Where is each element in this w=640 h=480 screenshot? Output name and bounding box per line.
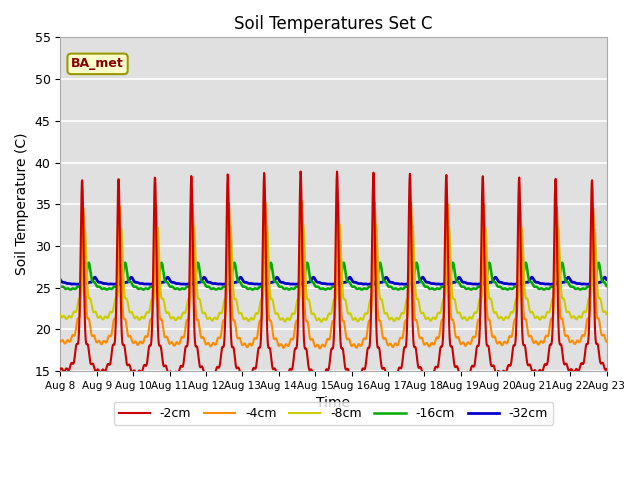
- Y-axis label: Soil Temperature (C): Soil Temperature (C): [15, 133, 29, 276]
- -32cm: [419, 275, 427, 280]
- -16cm: [603, 283, 611, 289]
- -16cm: [418, 279, 426, 285]
- -8cm: [178, 313, 186, 319]
- -4cm: [490, 334, 498, 339]
- -32cm: [179, 281, 186, 287]
- -8cm: [419, 310, 427, 315]
- -4cm: [603, 339, 611, 345]
- -32cm: [182, 281, 190, 287]
- -8cm: [164, 310, 172, 315]
- -4cm: [316, 346, 324, 351]
- Line: -8cm: -8cm: [60, 224, 607, 322]
- -16cm: [164, 281, 172, 287]
- -16cm: [56, 283, 64, 289]
- -32cm: [603, 276, 611, 282]
- -4cm: [298, 198, 305, 204]
- -2cm: [419, 371, 427, 377]
- Legend: -2cm, -4cm, -8cm, -16cm, -32cm: -2cm, -4cm, -8cm, -16cm, -32cm: [114, 402, 553, 425]
- -8cm: [317, 319, 325, 325]
- -4cm: [419, 337, 427, 343]
- -2cm: [315, 376, 323, 382]
- -16cm: [178, 286, 186, 291]
- -8cm: [603, 312, 611, 317]
- -4cm: [56, 339, 64, 345]
- -4cm: [539, 339, 547, 345]
- -2cm: [164, 370, 172, 376]
- -16cm: [540, 287, 548, 292]
- -2cm: [490, 364, 498, 370]
- -4cm: [164, 339, 172, 345]
- -32cm: [165, 276, 173, 281]
- -16cm: [239, 284, 246, 289]
- -2cm: [239, 371, 246, 377]
- -4cm: [239, 342, 246, 348]
- Line: -16cm: -16cm: [60, 263, 607, 289]
- -2cm: [539, 369, 547, 374]
- Title: Soil Temperatures Set C: Soil Temperatures Set C: [234, 15, 433, 33]
- -2cm: [297, 168, 305, 174]
- -8cm: [490, 310, 498, 316]
- Line: -4cm: -4cm: [60, 201, 607, 348]
- Line: -32cm: -32cm: [60, 277, 607, 284]
- -16cm: [490, 279, 497, 285]
- -8cm: [239, 315, 246, 321]
- -32cm: [164, 275, 172, 280]
- -2cm: [178, 363, 186, 369]
- -8cm: [56, 312, 64, 317]
- -4cm: [178, 334, 186, 340]
- -32cm: [240, 279, 248, 285]
- X-axis label: Time: Time: [316, 396, 351, 410]
- -2cm: [603, 366, 611, 372]
- Text: BA_met: BA_met: [71, 58, 124, 71]
- -8cm: [300, 221, 307, 227]
- -32cm: [490, 276, 498, 281]
- -8cm: [539, 313, 547, 319]
- -16cm: [522, 260, 529, 265]
- -2cm: [56, 366, 64, 372]
- -32cm: [539, 281, 547, 287]
- -16cm: [538, 286, 546, 291]
- -32cm: [56, 276, 64, 282]
- Line: -2cm: -2cm: [60, 171, 607, 379]
